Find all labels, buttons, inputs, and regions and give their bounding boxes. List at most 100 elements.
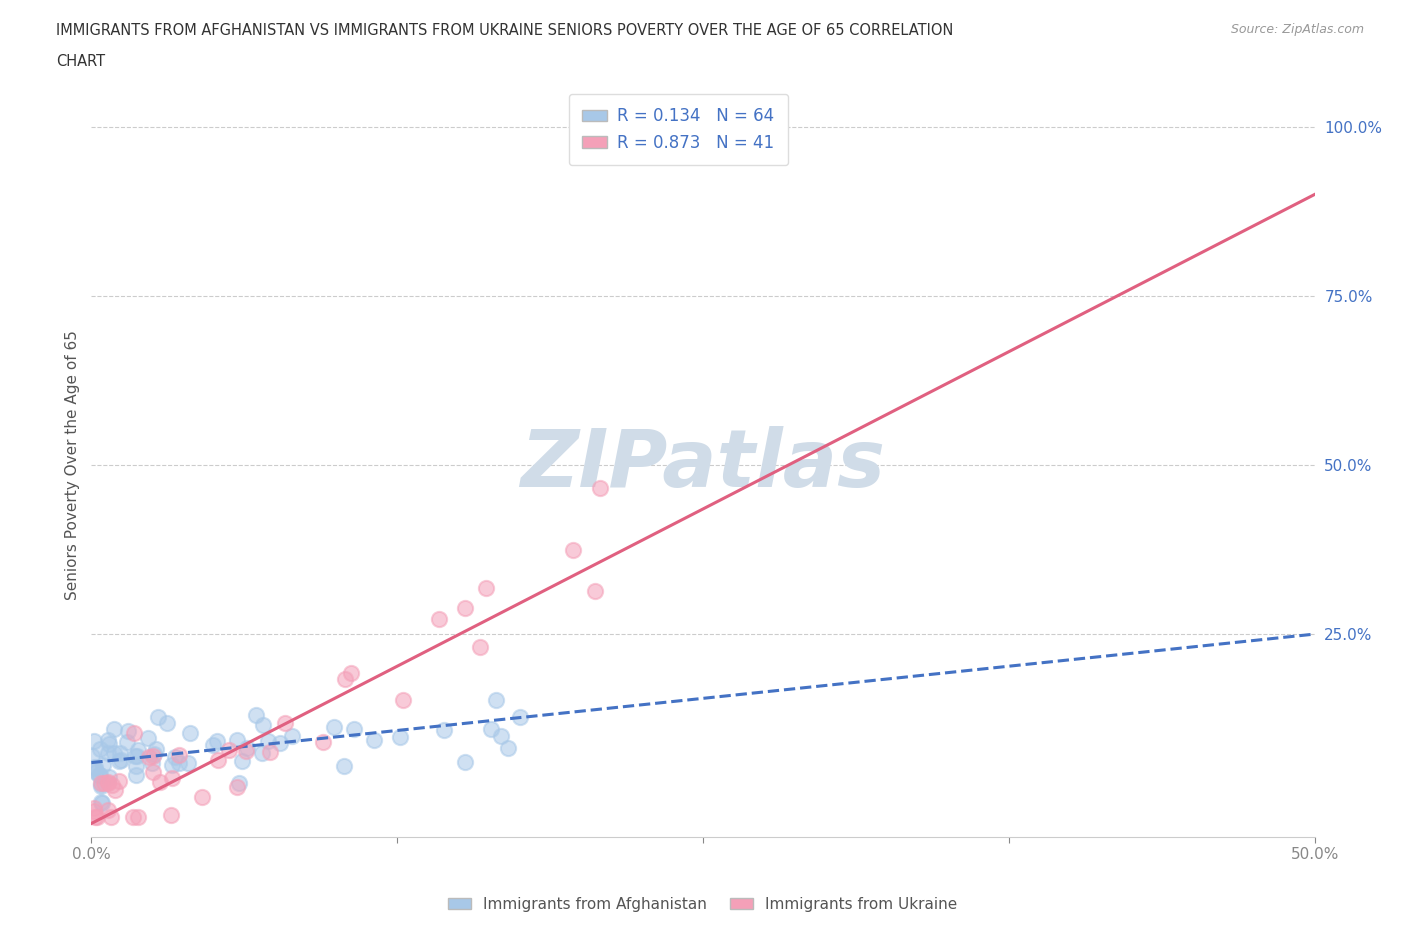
Point [142,749,165,764]
Point [97,803,120,817]
Text: CHART: CHART [56,54,105,69]
Point [496,740,519,755]
Text: IMMIGRANTS FROM AFGHANISTAN VS IMMIGRANTS FROM UKRAINE SENIORS POVERTY OVER THE : IMMIGRANTS FROM AFGHANISTAN VS IMMIGRANT… [56,23,953,38]
Point [145,742,167,757]
Point [343,722,366,737]
Point [104,783,127,798]
Point [90,778,112,793]
Point [162,770,184,785]
Point [97,746,120,761]
Point [207,752,229,767]
Point [388,729,411,744]
Point [228,776,250,790]
Point [87,767,110,782]
Point [218,743,240,758]
Point [252,717,274,732]
Point [156,715,179,730]
Point [146,710,169,724]
Point [269,736,291,751]
Point [454,755,477,770]
Point [108,753,131,768]
Point [142,764,165,779]
Point [136,731,159,746]
Point [333,671,356,686]
Point [108,746,131,761]
Point [83,759,105,774]
Point [256,733,278,748]
Point [167,756,190,771]
Point [509,710,531,724]
Point [127,809,149,824]
Point [190,790,212,804]
Point [160,808,183,823]
Point [142,747,165,762]
Point [125,758,148,773]
Point [98,737,121,751]
Point [115,735,138,750]
Point [83,801,105,816]
Point [101,777,124,792]
Point [138,750,160,764]
Point [479,722,502,737]
Point [103,722,125,737]
Point [429,612,451,627]
Point [252,745,274,760]
Point [127,743,149,758]
Point [110,752,132,767]
Point [235,743,257,758]
Point [100,809,122,824]
Point [89,768,111,783]
Point [235,740,257,755]
Point [86,764,108,779]
Point [245,708,267,723]
Point [117,724,139,738]
Text: Source: ZipAtlas.com: Source: ZipAtlas.com [1230,23,1364,36]
Legend: R = 0.134   N = 64, R = 0.873   N = 41: R = 0.134 N = 64, R = 0.873 N = 41 [569,94,787,165]
Point [162,757,184,772]
Point [125,767,148,782]
Point [433,723,456,737]
Point [149,775,172,790]
Point [83,761,105,776]
Point [83,734,105,749]
Legend: Immigrants from Afghanistan, Immigrants from Ukraine: Immigrants from Afghanistan, Immigrants … [443,891,963,918]
Point [83,804,105,818]
Point [103,746,125,761]
Point [201,737,224,752]
Point [90,777,112,791]
Point [177,756,200,771]
Point [485,693,508,708]
Point [281,729,304,744]
Point [363,733,385,748]
Point [124,749,146,764]
Point [312,735,335,750]
Point [82,749,104,764]
Point [108,773,131,788]
Point [468,640,491,655]
Point [163,750,186,764]
Point [323,719,346,734]
Point [86,809,108,824]
Point [141,755,163,770]
Point [231,753,253,768]
Point [225,733,247,748]
Point [167,748,190,763]
Point [273,715,295,730]
Point [97,775,120,790]
Point [91,758,114,773]
Point [333,758,356,773]
Point [205,734,228,749]
Point [226,780,249,795]
Point [98,770,121,785]
Point [90,794,112,809]
Point [453,600,475,615]
Point [127,749,149,764]
Point [91,796,114,811]
Point [340,666,363,681]
Point [90,776,112,790]
Point [89,742,111,757]
Point [97,776,120,790]
Point [589,481,612,496]
Text: ZIPatlas: ZIPatlas [520,426,886,504]
Point [179,726,201,741]
